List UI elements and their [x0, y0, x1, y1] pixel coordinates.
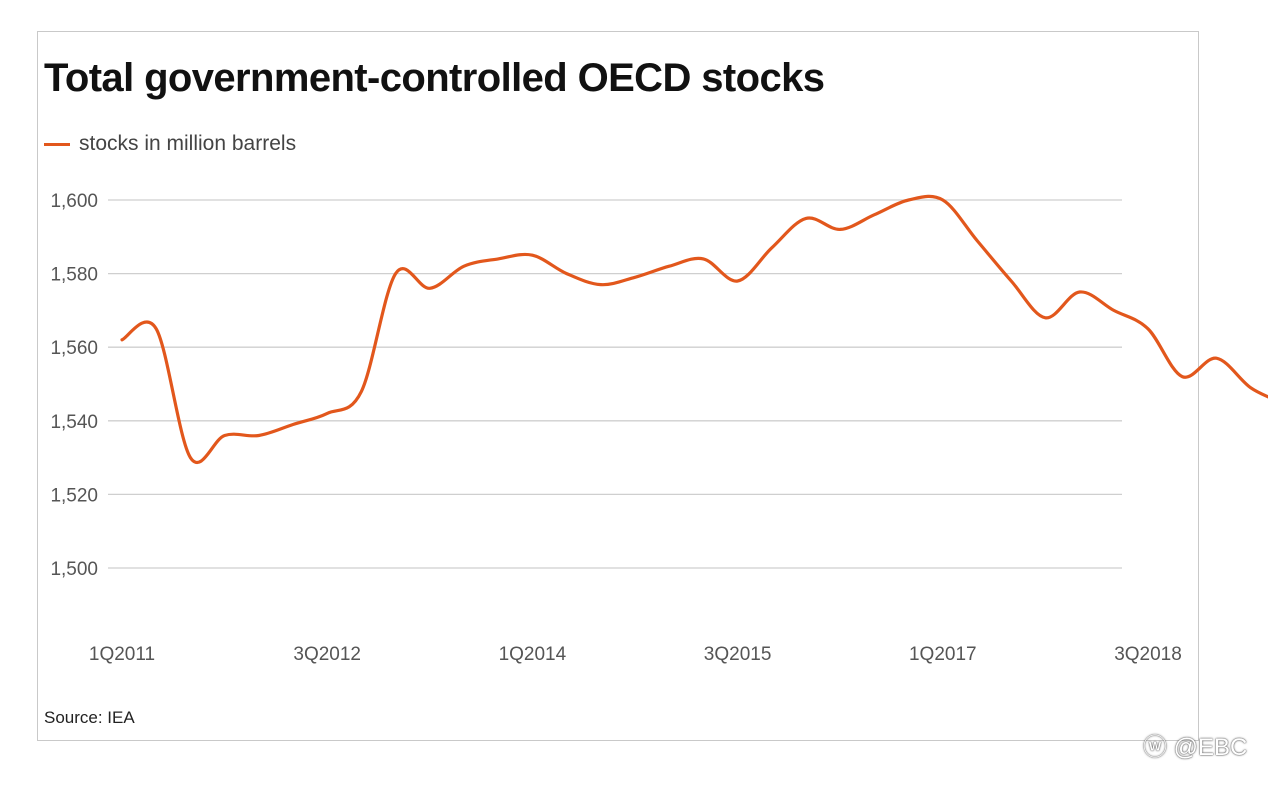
x-tick-label: 1Q2017 [909, 644, 977, 665]
watermark: ⓦ @EBC [1143, 727, 1247, 762]
x-tick-label: 1Q2011 [89, 644, 155, 665]
series-line [120, 194, 1268, 464]
legend-label: stocks in million barrels [79, 132, 297, 155]
legend: stocks in million barrels [44, 132, 296, 156]
y-tick-label: 1,540 [50, 412, 98, 433]
x-tick-label: 3Q2015 [704, 644, 772, 665]
y-tick-label: 1,580 [50, 265, 98, 286]
y-tick-label: 1,500 [50, 559, 98, 580]
gridlines [108, 199, 1122, 569]
weibo-icon: ⓦ [1143, 734, 1174, 761]
chart-frame [37, 31, 1199, 741]
chart-title: Total government-controlled OECD stocks [44, 56, 825, 100]
x-tick-label: 1Q2014 [499, 644, 567, 665]
legend-swatch [44, 142, 70, 146]
y-tick-label: 1,520 [50, 485, 98, 506]
series-layer: 1,484 [120, 194, 1268, 464]
x-tick-label: 3Q2018 [1114, 644, 1182, 665]
y-tick-label: 1,560 [50, 338, 98, 359]
x-tick-label: 3Q2012 [293, 644, 361, 665]
watermark-text: @EBC [1173, 734, 1248, 761]
x-axis-ticks: 1Q20113Q20121Q20143Q20151Q20173Q20181Q20… [89, 644, 1182, 665]
y-axis-ticks: 1,500 1,520 1,540 1,560 1,580 1,600 [50, 191, 98, 580]
source-note: Source: IEA [44, 708, 135, 727]
y-tick-label: 1,600 [50, 191, 98, 212]
